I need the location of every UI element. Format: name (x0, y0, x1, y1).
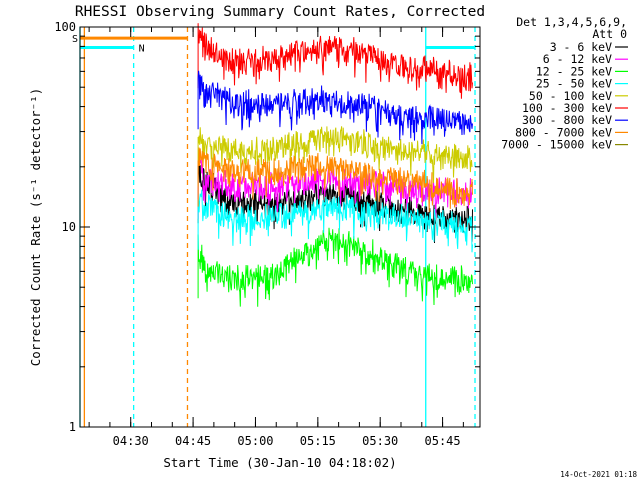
legend-label: 25 - 50 keV (536, 77, 612, 91)
series-line (197, 189, 473, 253)
legend-label: 12 - 25 keV (536, 64, 612, 78)
series-line (197, 126, 473, 187)
x-tick-label: 05:15 (300, 434, 336, 448)
x-tick-label: 05:30 (362, 434, 398, 448)
series-100-300-kev (197, 23, 473, 99)
series-line (197, 162, 473, 244)
series-50-100-kev (197, 126, 473, 187)
legend-title-1: Det 1,3,4,5,6,9, (516, 15, 627, 29)
chart-title: RHESSI Observing Summary Count Rates, Co… (75, 4, 485, 20)
x-tick-label: 04:45 (175, 434, 211, 448)
series-line (197, 147, 473, 213)
axes-layer: 1 10 100 04:30 04:45 05:00 05:15 05:30 05:45 (54, 20, 480, 448)
series-25-50-kev (197, 189, 473, 253)
y-tick-label: 1 (69, 420, 76, 434)
legend-label: 6 - 12 keV (543, 52, 612, 66)
legend-title-2: Att 0 (592, 27, 627, 41)
legend-label: 800 - 7000 keV (515, 125, 612, 139)
legend-label: 3 - 6 keV (550, 40, 612, 54)
legend-label: 300 - 800 keV (522, 113, 612, 127)
series-800-7000-kev (197, 147, 473, 213)
plot-area: SN (72, 27, 476, 427)
x-tick-label: 04:30 (113, 434, 149, 448)
x-tick-label: 05:45 (425, 434, 461, 448)
series-12-25-kev (197, 227, 473, 307)
y-tick-label: 100 (54, 20, 76, 34)
y-axis-label: Corrected Count Rate (s⁻¹ detector⁻¹) (28, 88, 43, 366)
series-line (197, 23, 473, 99)
footer-timestamp: 14-Oct-2021 01:18 (560, 470, 637, 479)
series-line (197, 227, 473, 307)
series-line (197, 70, 473, 145)
data-series-layer (197, 23, 473, 307)
legend-label: 50 - 100 keV (529, 89, 612, 103)
series-300-800-kev (197, 70, 473, 145)
x-tick-label: 05:00 (237, 434, 273, 448)
flag-label: N (139, 43, 145, 54)
flag-label: S (72, 34, 78, 45)
y-tick-label: 10 (62, 220, 76, 234)
x-axis-label: Start Time (30-Jan-10 04:18:02) (163, 455, 396, 470)
legend-label: 7000 - 15000 keV (501, 138, 612, 152)
legend-label: 100 - 300 keV (522, 101, 612, 115)
series-3-6-kev (197, 162, 473, 244)
